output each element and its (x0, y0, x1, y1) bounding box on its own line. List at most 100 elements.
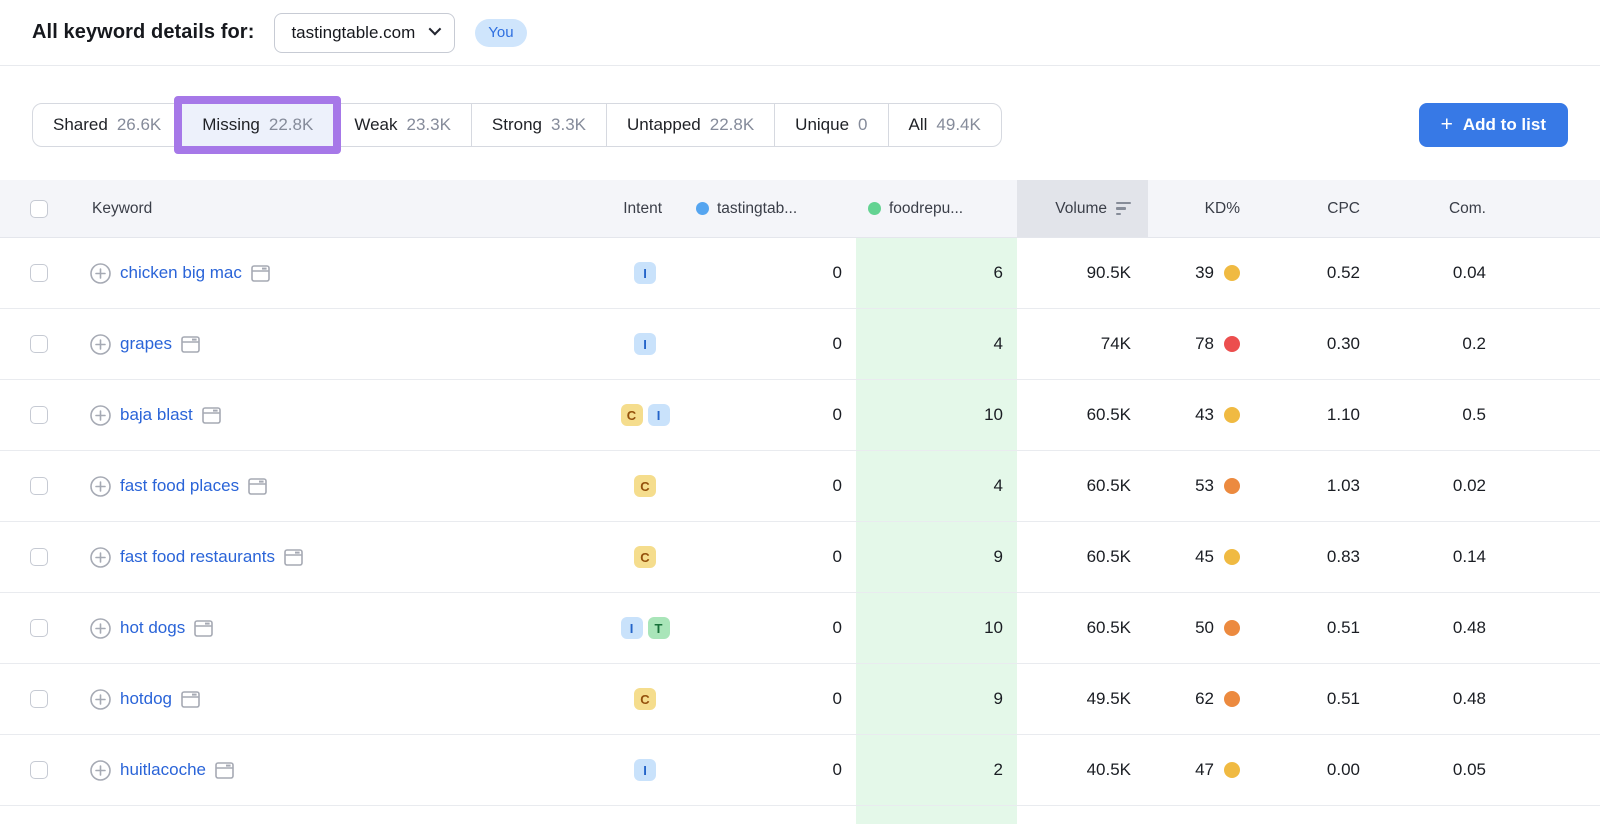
column-header-kd[interactable]: KD% (1204, 199, 1240, 217)
table-row: fast food restaurants C 0 9 60.5K 45 0.8… (0, 522, 1600, 593)
kd-dot (1224, 549, 1240, 565)
tab-label: Untapped (627, 115, 701, 134)
column-header-com[interactable]: Com. (1448, 199, 1486, 217)
tab-shared[interactable]: Shared 26.6K (33, 104, 181, 146)
column-header-you-domain[interactable]: tastingtab... (717, 199, 798, 217)
you-position-value: 0 (832, 547, 842, 566)
keyword-link[interactable]: huitlacoche (120, 760, 207, 779)
you-position-cell: 0 (690, 238, 856, 308)
add-keyword-plus-icon[interactable] (90, 688, 111, 710)
row-checkbox[interactable] (30, 264, 48, 282)
tab-label: Strong (491, 115, 543, 134)
row-checkbox[interactable] (30, 477, 48, 495)
you-badge: You (475, 18, 527, 47)
row-checkbox[interactable] (30, 619, 48, 637)
column-header-competitor-domain[interactable]: foodrepu... (889, 199, 964, 217)
volume-cell: 74K (1017, 309, 1148, 379)
cpc-value: 0.00 (1326, 760, 1360, 779)
kd-cell: 39 (1148, 238, 1270, 308)
keyword-link[interactable]: baja blast (120, 405, 193, 424)
intent-badge-c: C (634, 546, 656, 568)
kd-cell: 78 (1148, 309, 1270, 379)
you-position-value: 0 (832, 689, 842, 708)
intent-badge-c: C (634, 688, 656, 710)
competitor-position-cell: 9 (856, 522, 1017, 592)
com-value: 0.14 (1452, 547, 1486, 566)
row-checkbox[interactable] (30, 761, 48, 779)
competitor-position-value: 9 (993, 547, 1003, 566)
keyword-link[interactable]: chicken big mac (120, 263, 242, 282)
add-to-list-button[interactable]: + Add to list (1418, 103, 1568, 147)
add-keyword-plus-icon[interactable] (90, 404, 111, 426)
tab-count: 3.3K (551, 115, 586, 134)
select-all-checkbox[interactable] (30, 199, 48, 218)
column-header-intent[interactable]: Intent (623, 199, 662, 217)
serp-features-icon[interactable] (251, 264, 270, 282)
table-row: huitlacoche I 0 2 40.5K 47 0.00 (0, 735, 1600, 806)
cpc-cell: 0.51 (1270, 593, 1400, 663)
intent-badges: I (600, 238, 690, 308)
tab-untapped[interactable]: Untapped 22.8K (606, 104, 774, 146)
volume-cell: 60.5K (1017, 593, 1148, 663)
serp-features-icon[interactable] (181, 690, 200, 708)
serp-features-icon[interactable] (248, 477, 267, 495)
add-keyword-plus-icon[interactable] (90, 333, 111, 355)
kd-dot (1224, 478, 1240, 494)
cpc-value: 0.51 (1326, 689, 1360, 708)
com-value: 0.48 (1452, 618, 1486, 637)
keyword-link[interactable]: hotdog (120, 689, 172, 708)
com-value: 0.5 (1462, 405, 1486, 424)
you-position-cell: 0 (690, 664, 856, 734)
serp-features-icon[interactable] (181, 335, 200, 353)
serp-features-icon[interactable] (201, 406, 221, 424)
com-cell: 0.14 (1400, 522, 1530, 592)
serp-features-icon[interactable] (284, 548, 303, 566)
add-keyword-plus-icon[interactable] (90, 475, 111, 497)
competitor-position-cell: 4 (856, 451, 1017, 521)
keyword-link[interactable]: fast food places (120, 476, 240, 495)
partial-next-row (0, 806, 1600, 824)
tab-all[interactable]: All 49.4K (887, 104, 1001, 146)
keyword-link[interactable]: hot dogs (120, 618, 186, 637)
tab-count: 26.6K (116, 115, 162, 134)
competitor-position-cell: 2 (856, 735, 1017, 805)
cpc-value: 1.10 (1326, 405, 1360, 424)
you-position-cell: 0 (690, 522, 856, 592)
domain-selector-dropdown[interactable]: tastingtable.com (274, 12, 456, 53)
volume-value: 60.5K (1086, 405, 1131, 424)
cpc-value: 1.03 (1326, 476, 1360, 495)
tab-weak[interactable]: Weak 23.3K (333, 104, 471, 146)
row-checkbox[interactable] (30, 690, 48, 708)
com-cell: 0.02 (1400, 451, 1530, 521)
you-position-value: 0 (832, 334, 842, 353)
add-keyword-plus-icon[interactable] (90, 262, 111, 284)
add-keyword-plus-icon[interactable] (90, 546, 111, 568)
competitor-position-value: 9 (993, 689, 1003, 708)
column-header-cpc[interactable]: CPC (1327, 199, 1360, 217)
column-header-keyword[interactable]: Keyword (92, 199, 153, 217)
serp-features-icon[interactable] (215, 761, 234, 779)
tab-strong[interactable]: Strong 3.3K (470, 104, 606, 146)
keyword-link[interactable]: grapes (120, 334, 172, 353)
serp-features-icon[interactable] (194, 619, 214, 637)
row-checkbox[interactable] (30, 406, 48, 424)
tab-missing[interactable]: Missing 22.8K (174, 96, 342, 154)
row-checkbox[interactable] (30, 548, 48, 566)
add-keyword-plus-icon[interactable] (90, 759, 111, 781)
tab-label: Missing (202, 115, 260, 134)
column-header-volume[interactable]: Volume (1017, 180, 1148, 237)
tab-unique[interactable]: Unique 0 (774, 104, 887, 146)
intent-badge-i: I (620, 617, 643, 639)
keyword-link[interactable]: fast food restaurants (120, 547, 275, 566)
add-to-list-label: Add to list (1462, 115, 1546, 134)
kd-dot (1224, 762, 1240, 778)
competitor-position-cell: 6 (856, 238, 1017, 308)
kd-value: 39 (1195, 263, 1214, 282)
cpc-cell: 0.00 (1270, 735, 1400, 805)
tab-label: Shared (53, 115, 108, 134)
row-checkbox[interactable] (30, 335, 48, 353)
add-keyword-plus-icon[interactable] (90, 617, 111, 639)
intent-badge-c: C (634, 475, 656, 497)
